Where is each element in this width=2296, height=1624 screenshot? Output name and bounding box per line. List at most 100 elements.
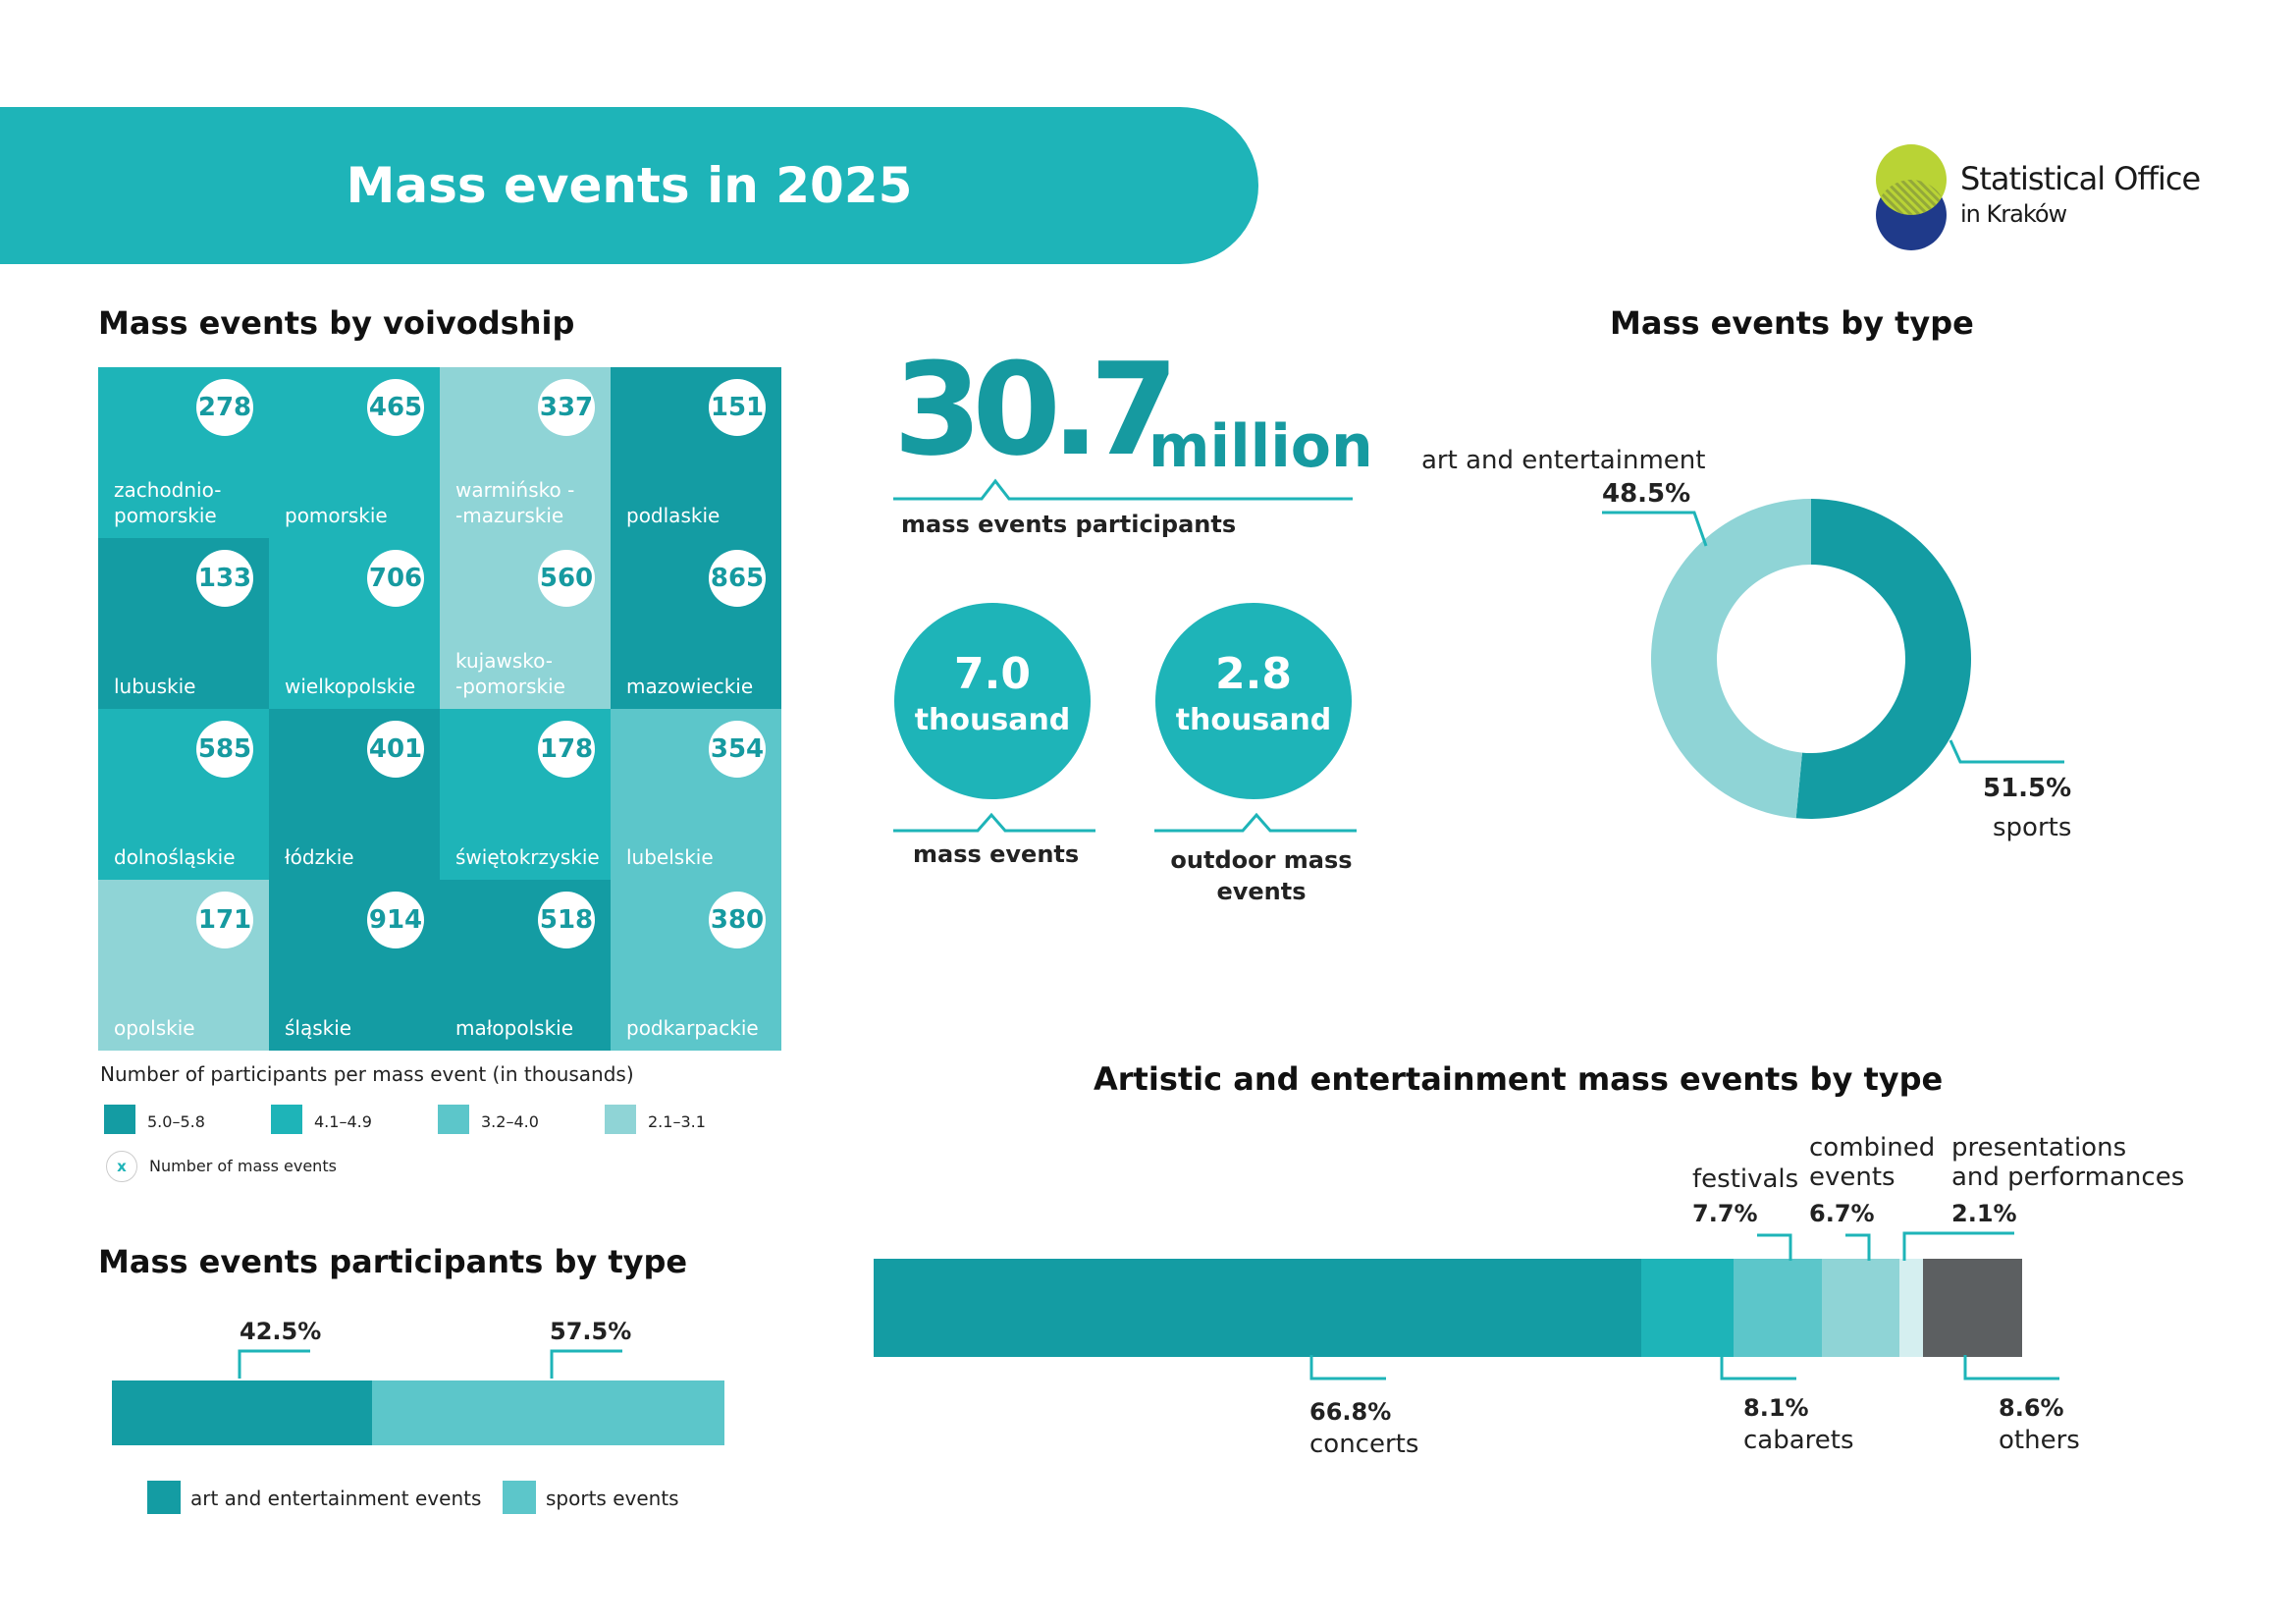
events-unit: thousand — [914, 703, 1071, 737]
tile-event-count: 171 — [196, 892, 253, 948]
voivodship-tile: 518 małopolskie — [440, 880, 611, 1051]
tier-legend-label: 3.2–4.0 — [481, 1112, 539, 1131]
statistical-office-logo — [1876, 144, 1947, 250]
participants-sports-pointer — [550, 1349, 622, 1379]
voivodship-tile: 865 mazowieckie — [611, 538, 781, 709]
outdoor-value: 2.8 — [1215, 649, 1292, 699]
artistic-segment-cabarets — [1640, 1259, 1735, 1357]
participants-sports-pct: 57.5% — [550, 1318, 632, 1345]
tile-event-count: 178 — [538, 721, 595, 778]
voivodship-tile: 178 świętokrzyskie — [440, 709, 611, 880]
sports-legend-label: sports events — [546, 1487, 679, 1510]
voivodship-tile: 337 warmińsko - -mazurskie — [440, 367, 611, 538]
sports-legend-swatch — [503, 1481, 536, 1514]
cabarets-pointer — [1720, 1355, 1796, 1380]
tile-voivodship-name: warmińsko - -mazurskie — [455, 478, 575, 527]
artistic-segment-others — [1923, 1259, 2023, 1357]
art-legend-swatch — [147, 1481, 181, 1514]
voivodship-tile: 171 opolskie — [98, 880, 269, 1051]
number-marker-label: Number of mass events — [149, 1157, 337, 1175]
presentations-label: presentations and performances — [1951, 1133, 2184, 1192]
by-type-title: Mass events by type — [1610, 304, 1974, 342]
artistic-stacked-bar — [874, 1259, 2023, 1357]
donut-slice-art-and-entertainment — [1651, 499, 1811, 819]
participants-stacked-bar — [112, 1380, 725, 1445]
events-by-type-donut — [1651, 499, 1972, 820]
events-label: mass events — [913, 840, 1080, 868]
header-banner — [0, 107, 1258, 264]
tile-event-count: 914 — [367, 892, 424, 948]
tile-event-count: 354 — [709, 721, 766, 778]
tile-event-count: 151 — [709, 379, 766, 436]
tile-voivodship-name: wielkopolskie — [285, 675, 416, 698]
participants-unit: million — [1148, 412, 1373, 481]
concerts-pct: 66.8% — [1309, 1398, 1392, 1426]
voivodship-tile: 380 podkarpackie — [611, 880, 781, 1051]
presentations-pct: 2.1% — [1951, 1200, 2017, 1227]
artistic-title: Artistic and entertainment mass events b… — [1094, 1060, 1944, 1098]
tile-voivodship-name: opolskie — [114, 1016, 195, 1040]
others-pct: 8.6% — [1999, 1394, 2064, 1422]
tile-event-count: 337 — [538, 379, 595, 436]
tier-legend-swatch — [104, 1105, 135, 1134]
art-pct: 48.5% — [1602, 479, 1691, 509]
tile-voivodship-name: kujawsko- -pomorskie — [455, 649, 565, 698]
tile-event-count: 278 — [196, 379, 253, 436]
concerts-pointer — [1309, 1355, 1386, 1380]
sports-pct: 51.5% — [1983, 774, 2072, 803]
tile-voivodship-name: świętokrzyskie — [455, 845, 600, 869]
tile-voivodship-name: małopolskie — [455, 1016, 574, 1040]
tier-legend-swatch — [605, 1105, 636, 1134]
outdoor-label: outdoor mass events — [1158, 844, 1364, 907]
artistic-segment-festivals — [1734, 1259, 1823, 1357]
participants-art-pct: 42.5% — [240, 1318, 322, 1345]
participants-label: mass events participants — [901, 511, 1237, 538]
tile-voivodship-name: łódzkie — [285, 845, 354, 869]
artistic-segment-presentations-and-performances — [1898, 1259, 1924, 1357]
concerts-label: concerts — [1309, 1430, 1419, 1459]
art-legend-label: art and entertainment events — [190, 1487, 482, 1510]
logo-line-1: Statistical Office — [1960, 160, 2201, 197]
legend-title: Number of participants per mass event (i… — [100, 1062, 634, 1086]
participants-pointer-line — [893, 478, 1353, 501]
presentations-label-line-2: and performances — [1951, 1163, 2185, 1192]
outdoor-unit: thousand — [1175, 703, 1332, 737]
voivodship-tile: 914 śląskie — [269, 880, 440, 1051]
events-pointer-line — [893, 812, 1095, 833]
tier-legend-label: 2.1–3.1 — [648, 1112, 706, 1131]
voivodship-tile: 401 łódzkie — [269, 709, 440, 880]
participants-by-type-title: Mass events participants by type — [98, 1243, 688, 1280]
voivodship-tile: 560 kujawsko- -pomorskie — [440, 538, 611, 709]
tile-event-count: 465 — [367, 379, 424, 436]
tile-voivodship-name: zachodnio- pomorskie — [114, 478, 222, 527]
presentations-pointer — [1902, 1231, 2014, 1261]
participants-value: 30.7 — [893, 335, 1179, 484]
tile-event-count: 133 — [196, 550, 253, 607]
logo-text: Statistical Office in Kraków — [1960, 160, 2201, 232]
tile-voivodship-name: lubuskie — [114, 675, 196, 698]
presentations-label-line-1: presentations — [1951, 1133, 2127, 1163]
others-pointer — [1963, 1355, 2059, 1380]
tile-voivodship-name: dolnośląskie — [114, 845, 236, 869]
sports-pointer-line — [1949, 739, 2064, 764]
combined-label: combined events — [1809, 1133, 1935, 1192]
tile-event-count: 865 — [709, 550, 766, 607]
combined-pointer — [1845, 1233, 1871, 1261]
tile-event-count: 706 — [367, 550, 424, 607]
festivals-label: festivals — [1692, 1164, 1799, 1194]
cabarets-label: cabarets — [1743, 1426, 1854, 1455]
number-marker-icon: x — [106, 1151, 137, 1182]
logo-line-2: in Kraków — [1960, 200, 2067, 228]
page-title: Mass events in 2025 — [346, 157, 913, 214]
voivodship-tile: 465 pomorskie — [269, 367, 440, 538]
voivodship-tile: 278 zachodnio- pomorskie — [98, 367, 269, 538]
others-label: others — [1999, 1426, 2080, 1455]
voivodship-tile: 706 wielkopolskie — [269, 538, 440, 709]
participants-art-pointer — [238, 1349, 310, 1379]
voivodship-tile: 151 podlaskie — [611, 367, 781, 538]
voivodship-tile: 585 dolnośląskie — [98, 709, 269, 880]
voivodship-tile: 354 lubelskie — [611, 709, 781, 880]
artistic-segment-concerts — [874, 1259, 1642, 1357]
tier-legend-label: 4.1–4.9 — [314, 1112, 372, 1131]
tile-voivodship-name: mazowieckie — [626, 675, 754, 698]
